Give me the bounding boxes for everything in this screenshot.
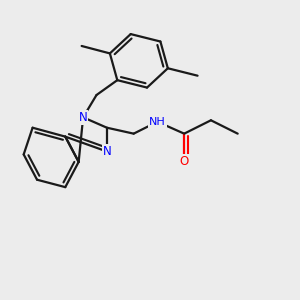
Text: NH: NH: [149, 117, 166, 127]
Text: O: O: [180, 155, 189, 168]
Text: N: N: [103, 145, 111, 158]
Text: N: N: [79, 111, 88, 124]
